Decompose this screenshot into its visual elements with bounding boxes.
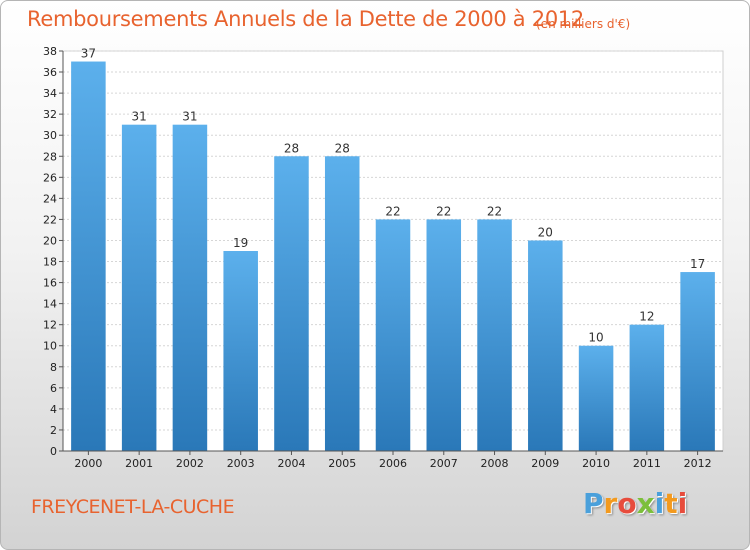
y-tick-label: 32	[43, 108, 57, 121]
y-tick-label: 34	[43, 87, 57, 100]
y-tick-label: 20	[43, 234, 57, 247]
bar-2008	[477, 219, 512, 451]
logo-letter: r	[603, 487, 618, 520]
y-tick-label: 36	[43, 66, 57, 79]
x-tick-label: 2003	[227, 457, 255, 470]
data-label: 10	[588, 331, 603, 345]
bar-2006	[375, 219, 411, 451]
data-label: 20	[538, 225, 553, 239]
chart-subtitle: (en milliers d'€)	[536, 17, 631, 31]
data-label: 22	[385, 204, 400, 218]
proxiti-logo: Proxiti	[583, 487, 693, 523]
commune-name: FREYCENET-LA-CUCHE	[31, 496, 235, 518]
bar-2009	[528, 240, 563, 451]
data-label: 12	[639, 310, 654, 324]
bar-2001	[121, 124, 157, 452]
data-label: 31	[182, 110, 197, 124]
x-tick-label: 2007	[430, 457, 458, 470]
x-tick-label: 2005	[328, 457, 356, 470]
y-tick-label: 28	[43, 150, 57, 163]
x-tick-label: 2000	[74, 457, 102, 470]
y-tick-label: 16	[43, 277, 57, 290]
y-tick-label: 0	[50, 445, 57, 458]
y-tick-label: 38	[43, 45, 57, 58]
data-label: 31	[132, 110, 147, 124]
y-tick-label: 12	[43, 319, 57, 332]
y-tick-label: 8	[50, 361, 57, 374]
data-label: 22	[487, 204, 502, 218]
bar-2007	[426, 219, 462, 451]
bar-2012	[680, 272, 715, 451]
x-tick-label: 2006	[379, 457, 407, 470]
bar-2005	[324, 156, 360, 451]
y-tick-label: 14	[43, 298, 57, 311]
data-label: 28	[284, 141, 299, 155]
x-tick-label: 2012	[684, 457, 712, 470]
y-tick-label: 26	[43, 171, 57, 184]
y-tick-label: 4	[50, 403, 57, 416]
data-label: 19	[233, 236, 248, 250]
y-tick-label: 6	[50, 382, 57, 395]
x-tick-label: 2001	[125, 457, 153, 470]
y-tick-label: 24	[43, 192, 57, 205]
chart-title: Remboursements Annuels de la Dette de 20…	[27, 7, 584, 31]
bar-2000	[71, 61, 106, 452]
y-tick-label: 2	[50, 424, 57, 437]
y-tick-label: 18	[43, 256, 57, 269]
x-tick-label: 2009	[531, 457, 559, 470]
x-tick-label: 2010	[582, 457, 610, 470]
x-tick-label: 2004	[277, 457, 305, 470]
bars: 37 31 31 19 28 28 22 22 22 20 10 12 17	[71, 47, 715, 452]
logo-letter: x	[636, 487, 655, 520]
x-tick-label: 2008	[481, 457, 509, 470]
data-label: 28	[335, 141, 350, 155]
bar-2003	[223, 251, 258, 451]
bar-2002	[172, 124, 208, 452]
logo-letter: o	[617, 487, 637, 520]
data-label: 37	[81, 47, 96, 61]
y-tick-label: 22	[43, 213, 57, 226]
bar-2011	[629, 324, 665, 451]
x-axis: 2000 2001 2002 2003 2004 2005 2006 2007 2008 2009…	[63, 450, 723, 470]
logo-letter: i	[677, 487, 688, 520]
y-tick-label: 10	[43, 340, 57, 353]
x-tick-label: 2011	[633, 457, 661, 470]
bar-2004	[274, 156, 309, 451]
data-label: 22	[436, 204, 451, 218]
bar-2010	[578, 345, 614, 451]
logo-letter: P	[583, 487, 604, 520]
data-label: 17	[690, 257, 705, 271]
logo-letter: t	[664, 487, 678, 520]
y-tick-label: 30	[43, 129, 57, 142]
logo-letter: i	[654, 487, 665, 520]
x-tick-label: 2002	[176, 457, 204, 470]
